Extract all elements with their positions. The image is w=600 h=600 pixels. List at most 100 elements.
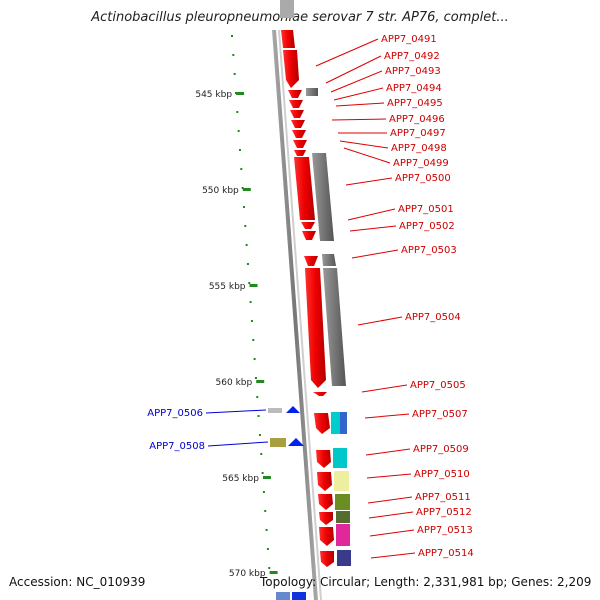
scale-label: 565 kbp (222, 474, 259, 484)
reverse-gene-labels[interactable]: APP7_0506 APP7_0508 (147, 408, 205, 452)
gene-0501 (301, 222, 315, 229)
gene-label[interactable]: APP7_0503 (401, 245, 457, 256)
forward-gene-labels[interactable]: APP7_0491 APP7_0492 APP7_0493 APP7_0494 APP7… (381, 34, 474, 559)
scale-tick (249, 284, 258, 287)
leader-line (331, 118, 387, 121)
leader-line (343, 147, 391, 164)
gene-label[interactable]: APP7_0508 (149, 441, 205, 452)
ruler-dot (262, 491, 265, 493)
ruler-dot (252, 339, 255, 341)
ruler-dot (265, 529, 268, 531)
leader-line (347, 208, 396, 221)
hit-block-bottom-b (292, 592, 306, 600)
reverse-genes[interactable] (268, 406, 304, 447)
gene-0503 (304, 256, 318, 266)
scale-tick (262, 476, 271, 479)
gene-label[interactable]: APP7_0498 (391, 143, 447, 154)
leader-line (339, 140, 389, 149)
leader-line (370, 552, 416, 559)
ruler-dot (234, 92, 237, 94)
gene-label[interactable]: APP7_0497 (390, 128, 446, 139)
scale-ruler (231, 35, 278, 574)
gene-0505 (313, 392, 327, 396)
hit-block-504 (323, 268, 346, 386)
forward-leader-lines (315, 38, 416, 559)
scale-tick (269, 571, 278, 574)
leader-line (351, 249, 399, 259)
ruler-dot (250, 320, 253, 322)
ruler-dot (260, 453, 263, 455)
gene-label[interactable]: APP7_0493 (385, 66, 441, 77)
hit-block-507a (331, 412, 340, 434)
ruler-dot (257, 415, 260, 417)
gene-label[interactable]: APP7_0507 (412, 409, 468, 420)
hit-block-494 (306, 88, 318, 96)
scale-label: 560 kbp (216, 378, 253, 388)
ruler-dot (254, 377, 257, 379)
gene-label[interactable]: APP7_0504 (405, 312, 461, 323)
gene-0504 (305, 268, 326, 388)
topology-label: Topology: Circular; Length: 2,331,981 bp… (260, 575, 592, 589)
gene-label[interactable]: APP7_0510 (414, 469, 470, 480)
hit-block-bottom-a (276, 592, 290, 600)
forward-genes[interactable] (281, 30, 334, 567)
gene-label[interactable]: APP7_0500 (395, 173, 451, 184)
gene-label[interactable]: APP7_0511 (415, 492, 471, 503)
gene-label[interactable]: APP7_0495 (387, 98, 443, 109)
gene-label[interactable]: APP7_0491 (381, 34, 437, 45)
ruler-dot (246, 263, 249, 265)
leader-line (335, 102, 385, 107)
gene-label[interactable]: APP7_0514 (418, 548, 474, 559)
gene-label[interactable]: APP7_0509 (413, 444, 469, 455)
leader-line (366, 473, 412, 479)
hit-block-500 (312, 153, 334, 241)
gene-label[interactable]: APP7_0496 (389, 114, 445, 125)
gene-0513 (319, 527, 334, 546)
homology-track[interactable] (276, 0, 351, 600)
hit-block-514 (337, 550, 351, 566)
ruler-dot (237, 130, 240, 132)
gene-label[interactable]: APP7_0499 (393, 158, 449, 169)
ruler-dot (233, 73, 236, 75)
gene-label[interactable]: APP7_0512 (416, 507, 472, 518)
gene-0492 (283, 50, 299, 88)
ruler-dot (231, 35, 233, 37)
gene-label[interactable]: APP7_0492 (384, 51, 440, 62)
gene-0493 (288, 90, 302, 98)
gene-0495 (290, 110, 304, 118)
leader-line (345, 177, 393, 186)
gene-label[interactable]: APP7_0506 (147, 408, 203, 419)
ruler-dot (266, 548, 269, 550)
gene-label[interactable]: APP7_0501 (398, 204, 454, 215)
hit-block-503 (322, 254, 336, 266)
leader-line (333, 87, 384, 101)
ruler-dot (261, 472, 264, 474)
gene-label[interactable]: APP7_0494 (386, 83, 442, 94)
gene-0514 (320, 551, 334, 567)
ruler-dot (249, 301, 252, 303)
scale-label: 550 kbp (202, 186, 239, 196)
leader-line (207, 441, 269, 447)
reverse-leader-lines (205, 409, 269, 447)
gene-0494 (289, 100, 303, 108)
leader-line (357, 316, 403, 326)
ruler-dot (244, 225, 247, 227)
scale-label: 570 kbp (229, 569, 266, 579)
leader-line (205, 409, 267, 414)
gene-label[interactable]: APP7_0505 (410, 380, 466, 391)
gene-0506 (286, 406, 300, 413)
leader-line (325, 55, 382, 84)
gene-0508 (288, 438, 304, 446)
scale-tick (236, 92, 245, 95)
gene-label[interactable]: APP7_0513 (417, 525, 473, 536)
genome-backbone (272, 30, 322, 600)
gene-0509 (316, 450, 331, 468)
leader-line (361, 384, 408, 393)
scale-label: 555 kbp (209, 282, 246, 292)
gene-label[interactable]: APP7_0502 (399, 221, 455, 232)
gene-0500 (294, 157, 315, 220)
leader-line (349, 225, 397, 232)
ruler-dot (268, 567, 271, 569)
ruler-dot (256, 396, 259, 398)
